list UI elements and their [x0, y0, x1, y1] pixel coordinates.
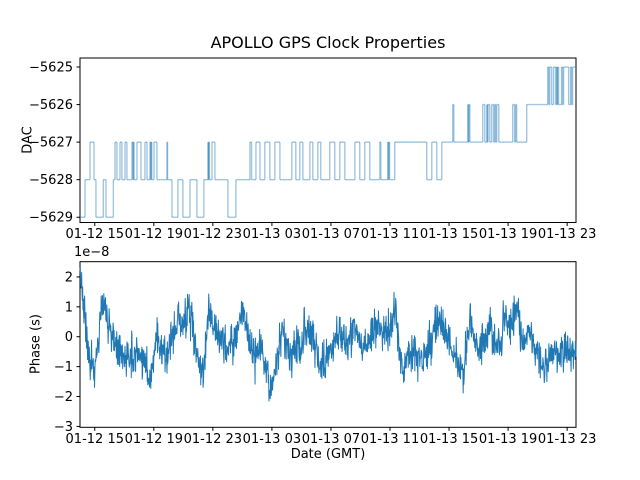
- x-tick-label-phase: 01-13 11: [361, 432, 419, 447]
- y-tick-label-phase: 0: [65, 330, 73, 345]
- x-tick-label-phase: 01-12 19: [125, 432, 183, 447]
- y-tick-label-dac: −5629: [29, 211, 73, 226]
- y-tick-label-phase: −2: [54, 390, 73, 405]
- y-tick-label-phase: −3: [54, 420, 73, 435]
- x-tick-label-dac: 01-12 15: [66, 227, 124, 242]
- x-tick-label-phase: 01-13 07: [302, 432, 360, 447]
- x-tick-label-dac: 01-13 19: [479, 227, 537, 242]
- y-tick-label-phase: −1: [54, 360, 73, 375]
- x-tick-label-phase: 01-12 23: [184, 432, 242, 447]
- phase-line-series: [79, 267, 577, 402]
- x-tick-label-dac: 01-13 03: [243, 227, 301, 242]
- x-tick-label-phase: 01-12 15: [66, 432, 124, 447]
- date-axis-label: Date (GMT): [290, 447, 366, 462]
- y-tick-label-phase: 1: [65, 300, 73, 315]
- x-tick-label-dac: 01-12 19: [125, 227, 183, 242]
- axes-frame-dac: [79, 57, 577, 223]
- y-tick-label-dac: −5626: [29, 98, 73, 113]
- y-tick-label-dac: −5627: [29, 136, 73, 151]
- chart-title: APOLLO GPS Clock Properties: [210, 33, 446, 52]
- y-tick-label-phase: 2: [65, 270, 73, 285]
- x-tick-label-phase: 01-13 15: [420, 432, 478, 447]
- x-tick-label-dac: 01-13 11: [361, 227, 419, 242]
- y-tick-label-dac: −5625: [29, 61, 73, 76]
- x-tick-label-phase: 01-13 19: [479, 432, 537, 447]
- x-tick-label-phase: 01-13 03: [243, 432, 301, 447]
- y-tick-label-dac: −5628: [29, 173, 73, 188]
- x-tick-label-dac: 01-13 15: [420, 227, 478, 242]
- x-tick-label-phase: 01-13 23: [538, 432, 596, 447]
- x-tick-label-dac: 01-12 23: [184, 227, 242, 242]
- x-tick-label-dac: 01-13 07: [302, 227, 360, 242]
- scale-offset-text: 1e−8: [74, 245, 110, 260]
- x-tick-label-dac: 01-13 23: [538, 227, 596, 242]
